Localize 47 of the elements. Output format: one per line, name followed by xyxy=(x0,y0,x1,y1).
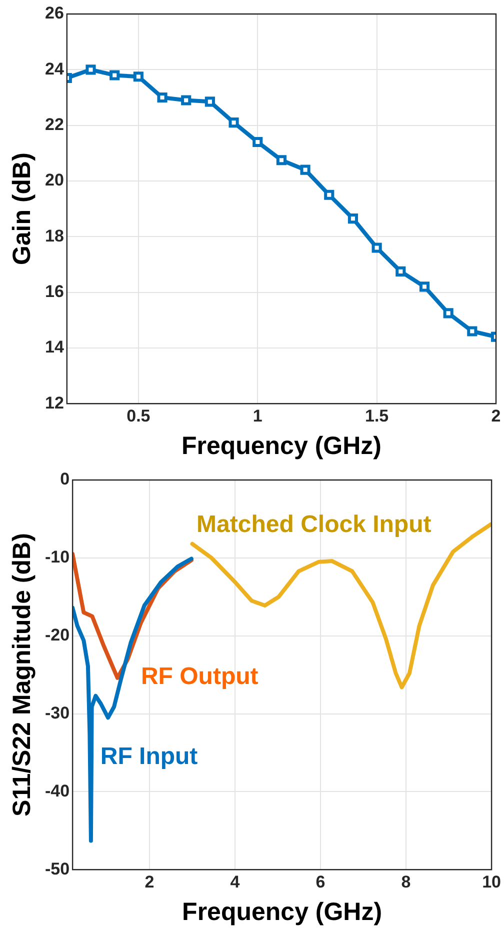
x-tick-label: 6 xyxy=(316,872,326,892)
x-axis-title: Frequency (GHz) xyxy=(181,432,382,460)
point xyxy=(133,72,144,82)
y-axis-title: S11/S22 Magnitude (dB) xyxy=(8,533,36,816)
x-axis-title: Frequency (GHz) xyxy=(182,898,382,926)
series-label: RF Input xyxy=(100,743,198,770)
y-tick-label: 18 xyxy=(44,226,64,246)
y-tick-label: 14 xyxy=(44,338,64,357)
y-tick-label: -20 xyxy=(44,626,70,645)
point xyxy=(443,308,454,318)
x-tick-label: 1.5 xyxy=(364,406,389,426)
point xyxy=(228,117,239,128)
series-label: RF Output xyxy=(140,662,258,690)
x-tick-label: 2 xyxy=(491,406,501,426)
y-tick-label: 16 xyxy=(44,282,64,301)
point xyxy=(396,266,406,276)
x-tick-label: 8 xyxy=(401,872,411,892)
point xyxy=(157,92,168,103)
point xyxy=(300,164,310,175)
point xyxy=(372,242,382,253)
y-tick-label: -30 xyxy=(44,703,70,722)
y-tick-label: 20 xyxy=(44,170,64,190)
x-tick-label: 4 xyxy=(230,872,240,892)
point xyxy=(419,282,430,292)
point xyxy=(181,95,192,106)
x-tick-label: 1 xyxy=(252,406,262,426)
y-tick-label: -50 xyxy=(44,859,70,878)
point xyxy=(324,190,334,200)
point xyxy=(110,70,120,80)
y-tick-label: -40 xyxy=(44,781,70,800)
y-tick-label: 26 xyxy=(44,4,64,23)
y-tick-label: 22 xyxy=(44,115,64,134)
y-axis-title: Gain (dB) xyxy=(8,152,36,266)
x-tick-label: 10 xyxy=(482,872,502,892)
y-tick-label: -10 xyxy=(44,548,70,567)
y-tick-label: 12 xyxy=(44,393,64,412)
y-tick-label: 0 xyxy=(60,470,70,489)
point xyxy=(276,155,286,166)
point xyxy=(204,96,215,107)
x-tick-label: 2 xyxy=(144,872,154,892)
point xyxy=(467,326,478,336)
y-tick-label: 24 xyxy=(44,59,64,78)
x-tick-label: 0.5 xyxy=(126,406,150,426)
point xyxy=(252,136,263,148)
point xyxy=(86,64,96,75)
series-label: Matched Clock Input xyxy=(196,510,432,538)
point xyxy=(348,214,358,224)
